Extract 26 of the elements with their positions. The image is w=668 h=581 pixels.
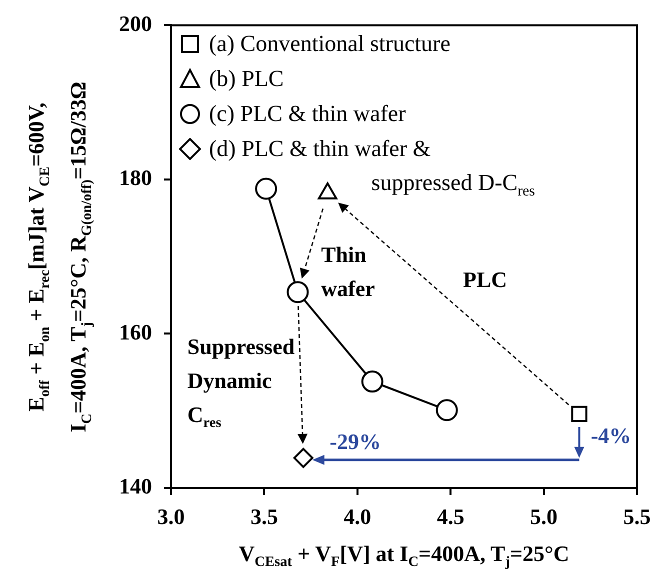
x-tick-label: 4.0 [344,504,372,529]
legend-label: (d) PLC & thin wafer & suppressed D-C$_{res}$ [209,135,535,202]
legend-label: (c) PLC & thin wafer [209,100,407,128]
annotation: Suppressed Dynamic C$_{res}$ [187,332,295,434]
point [571,406,588,422]
x-tick-label: 5.0 [530,504,558,529]
point [361,370,384,393]
x-tick-label: 3.0 [157,504,185,529]
point [286,281,309,304]
annotation: -4% [590,422,632,450]
annotation: Thin wafer [321,241,375,303]
text: V$_{CEsat}$ + V$_{F}$[V] at I$_{C}$=400A, T$_{j}$=25°C [238,540,570,570]
y-tick-label: 180 [119,165,152,190]
y-tick-label: 200 [119,10,152,36]
y-tick-label: 160 [119,319,152,344]
annotation: -29% [330,428,382,456]
y-tick-label: 140 [119,474,152,499]
point [255,178,278,200]
legend-label: (a) Conventional structure [209,30,452,58]
x-tick-label: 3.5 [250,504,278,529]
annotation: PLC [463,266,507,294]
point [293,448,314,468]
point [436,399,458,422]
legend-label: (b) PLC [209,65,285,94]
x-tick-label: 5.5 [623,504,651,529]
x-tick-label: 4.5 [436,504,464,529]
